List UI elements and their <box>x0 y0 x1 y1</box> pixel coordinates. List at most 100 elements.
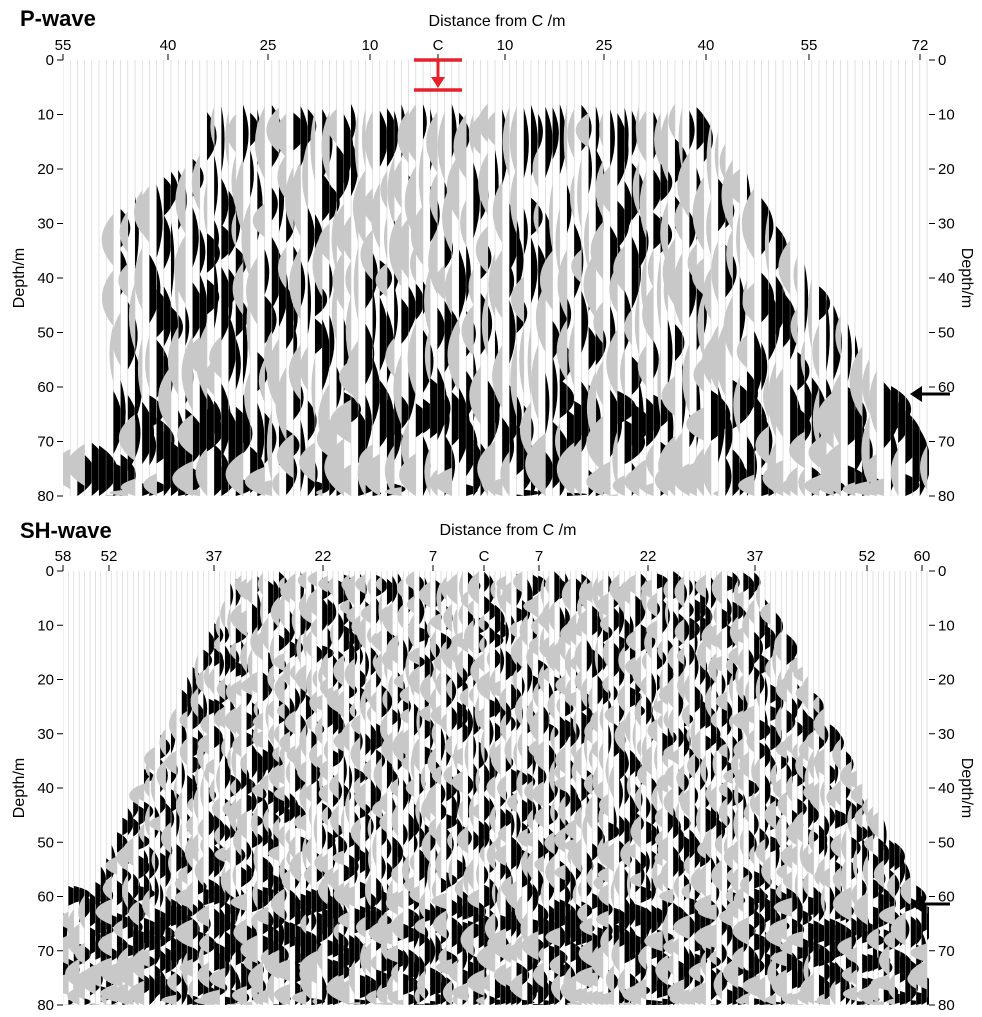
wiggle-negative <box>591 461 611 496</box>
wiggle-negative <box>521 831 533 847</box>
wiggle-positive <box>759 912 766 937</box>
sh-wave-x-axis-title: Distance from C /m <box>440 522 577 539</box>
wiggle-negative <box>366 627 371 645</box>
wiggle-negative <box>429 173 438 225</box>
wiggle-negative <box>595 360 603 406</box>
wiggle-negative <box>773 631 782 662</box>
wiggle-negative <box>611 938 620 972</box>
wiggle-negative <box>175 167 186 234</box>
wiggle-negative <box>519 326 524 395</box>
wiggle-negative <box>440 713 447 733</box>
wiggle-negative <box>821 867 830 889</box>
wiggle-negative <box>214 826 220 846</box>
wiggle-positive <box>423 104 427 140</box>
wiggle-negative <box>354 112 359 180</box>
wiggle-negative <box>415 795 420 826</box>
wiggle-negative <box>776 863 787 881</box>
wiggle-negative <box>661 376 675 416</box>
wiggle-negative <box>251 782 263 799</box>
wiggle-negative <box>195 670 204 693</box>
wiggle-negative <box>781 993 798 1005</box>
wiggle-negative <box>747 599 755 624</box>
wiggle-negative <box>241 202 251 278</box>
wiggle-negative <box>608 765 614 799</box>
wiggle-negative <box>392 159 402 209</box>
wiggle-negative <box>550 800 555 824</box>
wiggle-negative <box>253 843 258 874</box>
wiggle-negative <box>74 942 85 965</box>
wiggle-negative <box>272 818 279 840</box>
wiggle-positive <box>468 708 474 738</box>
wiggle-negative <box>419 581 431 608</box>
wiggle-positive <box>441 783 446 805</box>
wiggle-negative <box>179 958 193 977</box>
wiggle-negative <box>599 112 603 147</box>
wiggle-negative <box>66 924 80 958</box>
wiggle-negative <box>798 738 809 762</box>
wiggle-negative <box>199 933 209 954</box>
wiggle-negative <box>569 656 576 671</box>
wiggle-negative <box>711 571 722 605</box>
wiggle-negative <box>374 652 382 680</box>
wiggle-negative <box>461 305 474 356</box>
y-tick-label-left: 70 <box>37 943 54 960</box>
wiggle-negative <box>209 778 215 804</box>
wiggle-negative <box>689 982 706 1005</box>
wiggle-negative <box>226 114 236 153</box>
wiggle-negative <box>359 688 366 722</box>
wiggle-positive <box>221 106 225 173</box>
wiggle-negative <box>733 886 744 913</box>
wiggle-negative <box>329 623 333 645</box>
wiggle-positive <box>484 571 490 592</box>
wiggle-negative <box>765 659 771 679</box>
y-tick-label-right: 0 <box>938 563 946 580</box>
wiggle-negative <box>356 616 366 650</box>
wiggle-negative <box>624 710 630 743</box>
wiggle-positive <box>208 631 216 657</box>
wiggle-negative <box>659 888 674 904</box>
wiggle-negative <box>67 444 85 486</box>
wiggle-positive <box>829 807 836 828</box>
wiggle-negative <box>807 278 812 350</box>
wiggle-positive <box>264 295 277 344</box>
wiggle-negative <box>723 844 733 870</box>
wiggle-negative <box>492 180 503 243</box>
wiggle-negative <box>538 946 544 963</box>
wiggle-negative <box>478 152 488 216</box>
wiggle-negative <box>830 833 841 859</box>
wiggle-negative <box>419 673 431 705</box>
wiggle-negative <box>379 812 387 833</box>
wiggle-negative <box>240 935 258 964</box>
wiggle-positive <box>765 709 768 742</box>
wiggle-positive <box>694 630 698 655</box>
wiggle-negative <box>198 943 204 971</box>
wiggle-negative <box>95 899 112 925</box>
wiggle-negative <box>316 943 323 971</box>
wiggle-negative <box>355 916 366 938</box>
wiggle-negative <box>128 980 144 1005</box>
wiggle-negative <box>725 887 733 905</box>
wiggle-negative <box>353 246 359 321</box>
wiggle-negative <box>141 889 150 919</box>
wiggle-positive <box>214 259 219 330</box>
wiggle-positive <box>257 592 262 626</box>
wiggle-negative <box>362 942 371 974</box>
wiggle-negative <box>101 270 114 327</box>
y-tick-label-left: 80 <box>37 488 54 505</box>
wiggle-negative <box>764 994 776 1005</box>
wiggle-negative <box>510 168 517 235</box>
wiggle-negative <box>273 984 290 1005</box>
wiggle-negative <box>499 687 506 712</box>
wiggle-negative <box>762 460 783 496</box>
wiggle-positive <box>522 676 525 697</box>
wiggle-negative <box>446 154 459 221</box>
wiggle-negative <box>419 705 431 723</box>
wiggle-negative <box>909 960 927 990</box>
wiggle-negative <box>634 785 641 813</box>
wiggle-negative <box>220 600 225 629</box>
wiggle-negative <box>227 607 231 639</box>
wiggle-negative <box>464 738 468 773</box>
wiggle-positive <box>531 237 538 304</box>
wiggle-negative <box>538 664 544 694</box>
wiggle-negative <box>128 900 139 926</box>
